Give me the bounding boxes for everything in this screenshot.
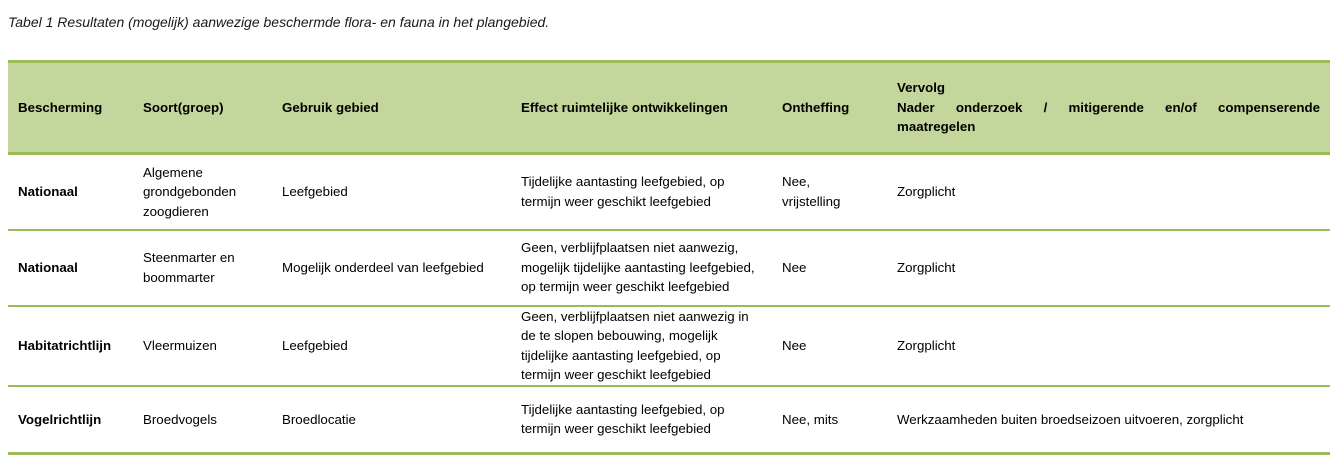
cell-bescherming: Habitatrichtlijn [8, 305, 133, 387]
cell-vervolg: Zorgplicht [887, 153, 1330, 231]
cell-soort: Steenmarter en boommarter [133, 229, 272, 307]
header-bescherming: Bescherming [8, 60, 133, 155]
cell-gebruik: Leefgebied [272, 305, 511, 387]
cell-gebruik: Mogelijk onderdeel van leefgebied [272, 229, 511, 307]
table-row: Habitatrichtlijn Vleermuizen Leefgebied … [8, 305, 1330, 387]
header-vervolg: Vervolg Nader onderzoek / mitigerende en… [887, 60, 1330, 155]
cell-soort: Broedvogels [133, 385, 272, 455]
table-row: Nationaal Steenmarter en boommarter Moge… [8, 229, 1330, 307]
table-caption: Tabel 1 Resultaten (mogelijk) aanwezige … [8, 14, 550, 30]
table-row: Vogelrichtlijn Broedvogels Broedlocatie … [8, 385, 1330, 455]
results-table: Bescherming Soort(groep) Gebruik gebied … [8, 60, 1330, 455]
header-gebruik: Gebruik gebied [272, 60, 511, 155]
cell-effect: Tijdelijke aantasting leefgebied, op ter… [511, 385, 772, 455]
header-vervolg-line3: maatregelen [897, 119, 976, 135]
header-vervolg-line1: Vervolg [897, 80, 946, 96]
cell-bescherming: Nationaal [8, 153, 133, 231]
cell-vervolg: Zorgplicht [887, 305, 1330, 387]
cell-soort: Algemene grondgebonden zoogdieren [133, 153, 272, 231]
cell-effect: Geen, verblijfplaatsen niet aanwezig in … [511, 305, 772, 387]
cell-ontheffing: Nee [772, 229, 887, 307]
cell-gebruik: Broedlocatie [272, 385, 511, 455]
cell-ontheffing: Nee, mits [772, 385, 887, 455]
cell-vervolg: Zorgplicht [887, 229, 1330, 307]
header-ontheffing: Ontheffing [772, 60, 887, 155]
cell-effect: Geen, verblijfplaatsen niet aanwezig, mo… [511, 229, 772, 307]
cell-bescherming: Vogelrichtlijn [8, 385, 133, 455]
cell-ontheffing: Nee, vrijstelling [772, 153, 887, 231]
header-vervolg-line2: Nader onderzoek / mitigerende en/of comp… [897, 99, 1320, 115]
table-row: Nationaal Algemene grondgebonden zoogdie… [8, 153, 1330, 231]
cell-vervolg: Werkzaamheden buiten broedseizoen uitvoe… [887, 385, 1330, 455]
cell-soort: Vleermuizen [133, 305, 272, 387]
header-effect: Effect ruimtelijke ontwikkelingen [511, 60, 772, 155]
table-header-row: Bescherming Soort(groep) Gebruik gebied … [8, 60, 1330, 155]
cell-bescherming: Nationaal [8, 229, 133, 307]
cell-effect: Tijdelijke aantasting leefgebied, op ter… [511, 153, 772, 231]
cell-gebruik: Leefgebied [272, 153, 511, 231]
cell-ontheffing: Nee [772, 305, 887, 387]
header-soort: Soort(groep) [133, 60, 272, 155]
